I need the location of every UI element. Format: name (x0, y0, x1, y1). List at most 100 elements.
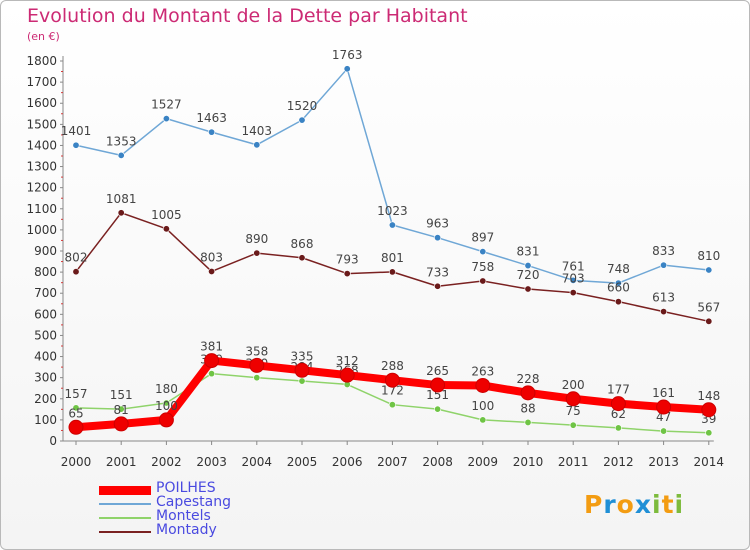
data-label-montady: 758 (471, 260, 494, 274)
legend-swatch-capestang (99, 503, 151, 505)
data-point-poilhes (384, 372, 400, 388)
data-label-montels: 172 (381, 384, 404, 398)
data-label-capestang: 1763 (332, 48, 363, 62)
data-point-montady (524, 285, 532, 293)
data-label-poilhes: 265 (426, 364, 449, 378)
y-tick-label: 200 (34, 392, 57, 406)
data-label-montady: 868 (291, 237, 314, 251)
chart-title: Evolution du Montant de la Dette par Hab… (27, 5, 468, 27)
data-label-capestang: 833 (652, 244, 675, 258)
data-label-poilhes: 177 (607, 383, 630, 397)
data-point-capestang (343, 65, 351, 73)
data-label-poilhes: 161 (652, 386, 675, 400)
data-point-poilhes (294, 362, 310, 378)
data-label-poilhes: 381 (200, 340, 223, 354)
data-point-montels (117, 405, 125, 413)
proxiti-logo: Proxiti (584, 490, 684, 519)
y-tick-label: 1200 (26, 181, 57, 195)
y-tick-label: 100 (34, 413, 57, 427)
x-tick-label: 2014 (694, 455, 725, 469)
data-label-montady: 802 (65, 251, 88, 265)
data-label-montels: 88 (520, 401, 535, 415)
data-label-capestang: 1520 (287, 99, 318, 113)
data-label-poilhes: 288 (381, 359, 404, 373)
data-point-poilhes (113, 416, 129, 432)
data-label-montels: 157 (65, 387, 88, 401)
data-label-montady: 890 (245, 232, 268, 246)
data-label-poilhes: 358 (245, 344, 268, 358)
legend-label-poilhes: POILHES (156, 480, 216, 496)
x-tick-label: 2003 (196, 455, 227, 469)
data-point-montels (569, 421, 577, 429)
logo-letter: x (634, 490, 652, 519)
data-point-montels (253, 374, 261, 382)
data-label-montady: 801 (381, 251, 404, 265)
data-point-capestang (479, 248, 487, 256)
logo-letter: t (661, 490, 675, 519)
legend-swatch-montady (99, 531, 151, 533)
x-tick-label: 2004 (242, 455, 273, 469)
y-tick-label: 1500 (26, 117, 57, 131)
y-tick-label: 1000 (26, 223, 57, 237)
data-label-montels: 47 (656, 410, 671, 424)
data-point-capestang (660, 261, 668, 269)
data-label-capestang: 1401 (61, 124, 92, 138)
data-point-montels (434, 405, 442, 413)
data-label-montady: 733 (426, 265, 449, 279)
data-point-montady (660, 308, 668, 316)
data-label-capestang: 810 (697, 249, 720, 263)
x-tick-label: 2010 (513, 455, 544, 469)
data-label-capestang: 1023 (377, 204, 408, 218)
data-point-montady (298, 254, 306, 262)
data-point-montady (479, 277, 487, 285)
data-label-capestang: 1403 (242, 124, 273, 138)
x-tick-label: 2007 (377, 455, 408, 469)
data-point-capestang (388, 221, 396, 229)
data-label-capestang: 963 (426, 217, 449, 231)
y-tick-label: 500 (34, 328, 57, 342)
data-point-capestang (524, 262, 532, 270)
data-label-poilhes: 263 (471, 364, 494, 378)
x-tick-label: 2001 (106, 455, 137, 469)
data-point-montels (705, 429, 713, 437)
x-tick-label: 2000 (61, 455, 92, 469)
data-point-montels (388, 401, 396, 409)
data-label-capestang: 1463 (196, 111, 227, 125)
y-tick-label: 700 (34, 286, 57, 300)
data-point-capestang (117, 151, 125, 159)
data-label-montady: 803 (200, 250, 223, 264)
data-label-capestang: 748 (607, 262, 630, 276)
y-tick-label: 1700 (26, 75, 57, 89)
data-label-montady: 793 (336, 253, 359, 267)
data-point-montady (208, 267, 216, 275)
data-point-montady (705, 317, 713, 325)
data-point-poilhes (339, 367, 355, 383)
data-point-poilhes (565, 391, 581, 407)
data-label-montady: 1005 (151, 208, 182, 222)
data-label-poilhes: 148 (697, 389, 720, 403)
data-point-montady (72, 268, 80, 276)
y-tick-label: 600 (34, 307, 57, 321)
data-point-poilhes (204, 353, 220, 369)
data-point-capestang (72, 141, 80, 149)
chart-unit: (en €) (27, 30, 60, 43)
x-tick-label: 2013 (648, 455, 679, 469)
y-tick-label: 900 (34, 244, 57, 258)
y-tick-label: 0 (49, 434, 57, 448)
legend-label-capestang: Capestang (156, 494, 231, 510)
data-label-montady: 567 (697, 300, 720, 314)
data-label-poilhes: 200 (562, 378, 585, 392)
data-point-poilhes (520, 385, 536, 401)
data-point-montels (660, 427, 668, 435)
y-tick-label: 1800 (26, 54, 57, 68)
data-point-capestang (162, 115, 170, 123)
x-tick-label: 2006 (332, 455, 363, 469)
data-label-capestang: 897 (471, 231, 494, 245)
data-label-capestang: 761 (562, 259, 585, 273)
data-point-montady (614, 298, 622, 306)
y-tick-label: 1400 (26, 138, 57, 152)
data-point-poilhes (475, 377, 491, 393)
data-point-montady (434, 282, 442, 290)
